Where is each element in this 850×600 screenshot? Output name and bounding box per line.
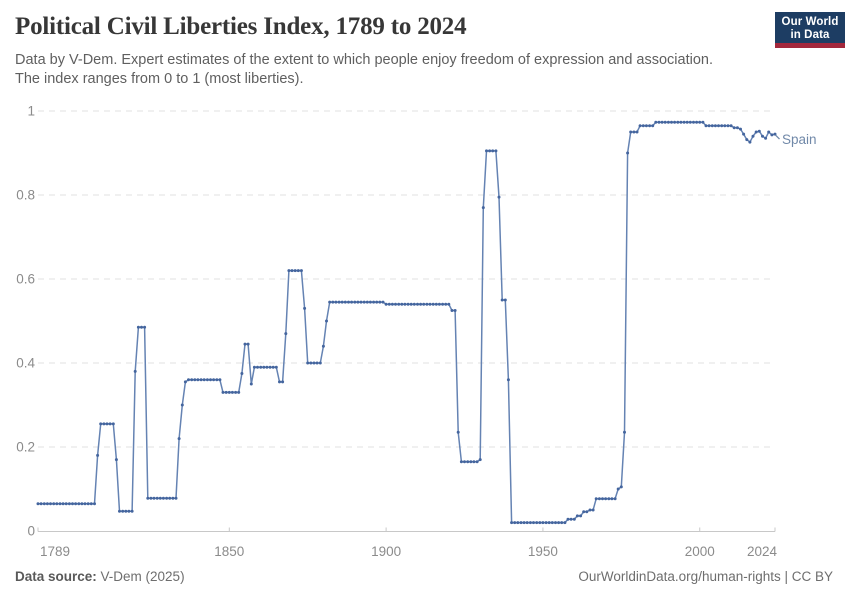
x-axis-label-1950: 1950	[528, 544, 558, 559]
x-axis	[37, 527, 776, 532]
x-axis-label-1850: 1850	[214, 544, 244, 559]
logo-red-stripe	[775, 43, 845, 48]
owid-logo: Our World in Data	[775, 12, 845, 48]
subtitle-line-2: The index ranges from 0 to 1 (most liber…	[15, 71, 304, 87]
owid-logo-text: Our World in Data	[775, 12, 845, 42]
y-axis-label-0-4: 0.4	[16, 356, 35, 371]
logo-line-1: Our World	[781, 16, 839, 28]
subtitle-line-1: Data by V-Dem. Expert estimates of the e…	[15, 52, 713, 68]
y-axis-label-0-2: 0.2	[16, 440, 35, 455]
series-label-spain: Spain	[782, 132, 817, 147]
footer-data-source: Data source: V-Dem (2025)	[15, 569, 185, 584]
y-axis-label-0-6: 0.6	[16, 272, 35, 287]
x-axis-label-1789: 1789	[40, 544, 70, 559]
x-axis-label-2024: 2024	[747, 544, 778, 559]
chart-subtitle: Data by V-Dem. Expert estimates of the e…	[15, 51, 713, 89]
y-axis-label-0-8: 0.8	[16, 188, 35, 203]
x-axis-labels: 1789 1850 1900 1950 2000 2024	[40, 544, 777, 559]
x-axis-label-2000: 2000	[685, 544, 715, 559]
data-source-label: Data source:	[15, 569, 97, 584]
y-axis-label-0: 0	[27, 524, 35, 539]
y-axis-labels: 0 0.2 0.4 0.6 0.8 1	[16, 104, 35, 539]
gridlines	[38, 110, 775, 448]
spain-series-line	[36, 120, 780, 525]
chart-title: Political Civil Liberties Index, 1789 to…	[15, 13, 467, 40]
footer-rights: OurWorldinData.org/human-rights | CC BY	[578, 569, 833, 584]
x-axis-label-1900: 1900	[371, 544, 401, 559]
y-axis-label-1: 1	[27, 104, 35, 119]
data-source-value: V-Dem (2025)	[96, 569, 185, 584]
logo-line-2: in Data	[790, 29, 830, 41]
